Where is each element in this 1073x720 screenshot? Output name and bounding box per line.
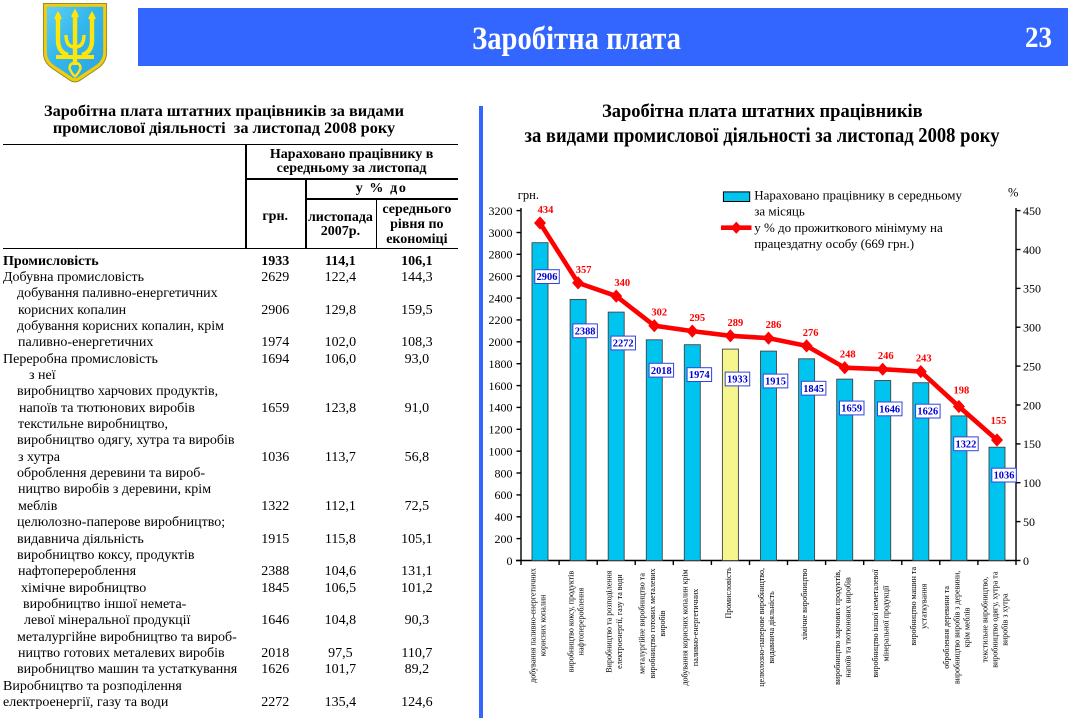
svg-text:200: 200 bbox=[495, 532, 513, 546]
svg-text:100: 100 bbox=[1023, 476, 1041, 490]
svg-text:2272: 2272 bbox=[613, 339, 634, 350]
svg-text:%: % bbox=[1008, 186, 1018, 200]
svg-text:357: 357 bbox=[576, 265, 592, 276]
svg-text:корисних копалин: корисних копалин bbox=[539, 594, 548, 657]
svg-text:250: 250 bbox=[1023, 359, 1041, 373]
svg-text:грн.: грн. bbox=[518, 188, 539, 202]
svg-text:1322: 1322 bbox=[956, 439, 977, 450]
svg-text:2600: 2600 bbox=[489, 270, 513, 284]
svg-text:0: 0 bbox=[507, 554, 513, 568]
svg-text:50: 50 bbox=[1023, 515, 1035, 529]
svg-text:Виробництво та розподілення: Виробництво та розподілення bbox=[605, 570, 614, 673]
svg-text:1659: 1659 bbox=[841, 404, 862, 415]
svg-text:целюлозно-паперове виробництво: целюлозно-паперове виробництво, bbox=[757, 568, 766, 687]
svg-text:мінеральної продукції: мінеральної продукції bbox=[881, 585, 890, 661]
svg-text:434: 434 bbox=[538, 205, 555, 216]
svg-text:добування паливно-енергетичних: добування паливно-енергетичних bbox=[528, 568, 537, 683]
svg-text:хімічне виробництво: хімічне виробництво bbox=[800, 569, 809, 641]
svg-text:286: 286 bbox=[766, 320, 782, 331]
svg-text:видавнича діяльність: видавнича діяльність bbox=[767, 591, 776, 664]
svg-text:246: 246 bbox=[878, 351, 894, 362]
svg-text:155: 155 bbox=[991, 416, 1007, 427]
svg-text:3200: 3200 bbox=[489, 204, 513, 218]
svg-text:виробництво іншої неметалевої: виробництво іншої неметалевої bbox=[871, 569, 880, 678]
svg-text:1600: 1600 bbox=[489, 379, 513, 393]
svg-text:виробництво коксу, продуктів: виробництво коксу, продуктів bbox=[567, 571, 576, 673]
svg-text:1200: 1200 bbox=[489, 423, 513, 437]
svg-text:198: 198 bbox=[954, 386, 970, 397]
svg-text:у % до прожиткового мінімуму н: у % до прожиткового мінімуму на bbox=[754, 220, 943, 235]
svg-text:устаткування: устаткування bbox=[919, 583, 928, 629]
svg-text:крім меблів: крім меблів bbox=[963, 607, 972, 647]
svg-text:1845: 1845 bbox=[803, 384, 824, 395]
svg-text:напоїв та тютюнових виробів: напоїв та тютюнових виробів bbox=[843, 577, 852, 678]
svg-text:1800: 1800 bbox=[489, 357, 513, 371]
svg-text:виробів: виробів bbox=[658, 610, 667, 636]
svg-text:200: 200 bbox=[1023, 398, 1041, 412]
svg-text:1974: 1974 bbox=[689, 370, 710, 381]
svg-text:400: 400 bbox=[495, 510, 513, 524]
svg-text:2400: 2400 bbox=[489, 291, 513, 305]
svg-text:2800: 2800 bbox=[489, 248, 513, 262]
svg-text:340: 340 bbox=[614, 278, 630, 289]
svg-text:248: 248 bbox=[840, 350, 856, 361]
svg-text:паливно-енергетичних: паливно-енергетичних bbox=[691, 589, 700, 666]
svg-text:3000: 3000 bbox=[489, 226, 513, 240]
svg-text:2388: 2388 bbox=[575, 326, 596, 337]
svg-text:виробництво виробів з деревини: виробництво виробів з деревини, bbox=[952, 571, 961, 684]
svg-text:0: 0 bbox=[1023, 554, 1029, 568]
svg-text:1036: 1036 bbox=[994, 471, 1015, 482]
svg-text:400: 400 bbox=[1023, 243, 1041, 257]
svg-text:виробництво харчових продуктів: виробництво харчових продуктів, bbox=[833, 570, 842, 685]
svg-text:2000: 2000 bbox=[489, 335, 513, 349]
svg-text:електроенергії, газу та води: електроенергії, газу та води bbox=[615, 574, 624, 669]
svg-text:металургійне виробництво та: металургійне виробництво та bbox=[638, 573, 647, 674]
svg-text:1400: 1400 bbox=[489, 401, 513, 415]
svg-text:1626: 1626 bbox=[917, 407, 938, 418]
svg-text:нафтоперероблення: нафтоперероблення bbox=[577, 588, 586, 656]
svg-text:1915: 1915 bbox=[765, 377, 786, 388]
svg-text:350: 350 bbox=[1023, 282, 1041, 296]
svg-text:276: 276 bbox=[803, 328, 819, 339]
svg-text:800: 800 bbox=[495, 466, 513, 480]
svg-text:289: 289 bbox=[728, 318, 744, 329]
svg-text:2018: 2018 bbox=[651, 366, 672, 377]
svg-text:за місяць: за місяць bbox=[754, 204, 805, 219]
svg-text:1000: 1000 bbox=[489, 445, 513, 459]
svg-text:Нараховано працівнику в середн: Нараховано працівнику в середньому bbox=[754, 187, 962, 202]
svg-text:295: 295 bbox=[689, 313, 705, 324]
svg-text:виробництво машин та: виробництво машин та bbox=[909, 567, 918, 646]
svg-text:Промисловість: Промисловість bbox=[724, 567, 733, 619]
svg-text:виробів з хутра: виробів з хутра bbox=[1001, 593, 1010, 646]
svg-text:2200: 2200 bbox=[489, 313, 513, 327]
svg-text:виробництво готових металевих: виробництво готових металевих bbox=[648, 568, 657, 678]
svg-text:виробництво одягу, хутра та: виробництво одягу, хутра та bbox=[991, 571, 1000, 668]
svg-text:працездатну особу (669 грн.): працездатну особу (669 грн.) bbox=[754, 236, 914, 251]
svg-text:450: 450 bbox=[1023, 204, 1041, 218]
svg-text:добування корисних копалин крі: добування корисних копалин крім bbox=[681, 569, 690, 685]
svg-text:600: 600 bbox=[495, 488, 513, 502]
svg-text:300: 300 bbox=[1023, 321, 1041, 335]
svg-text:1646: 1646 bbox=[879, 405, 900, 416]
svg-text:текстильне виробництво,: текстильне виробництво, bbox=[980, 577, 989, 663]
svg-text:302: 302 bbox=[651, 308, 667, 319]
svg-text:243: 243 bbox=[916, 354, 932, 365]
svg-text:оброблення деревини та: оброблення деревини та bbox=[942, 586, 951, 669]
svg-text:1933: 1933 bbox=[727, 375, 748, 386]
svg-text:150: 150 bbox=[1023, 437, 1041, 451]
svg-text:2906: 2906 bbox=[537, 272, 558, 283]
